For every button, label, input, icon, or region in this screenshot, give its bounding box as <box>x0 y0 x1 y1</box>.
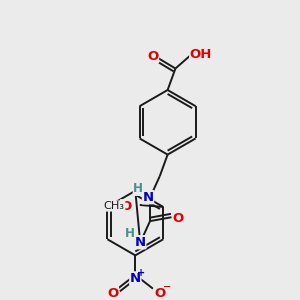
Text: O: O <box>121 200 132 213</box>
Text: +: + <box>137 268 145 278</box>
Text: H: H <box>133 182 143 195</box>
Text: N: N <box>135 236 146 249</box>
Text: O: O <box>154 286 165 300</box>
Text: O: O <box>121 200 132 213</box>
Text: N: N <box>130 272 141 285</box>
Text: CH₃: CH₃ <box>104 201 125 211</box>
Text: O: O <box>173 212 184 225</box>
Text: O: O <box>107 286 118 300</box>
Text: N: N <box>142 191 154 204</box>
Text: H: H <box>124 227 134 240</box>
Text: −: − <box>163 282 171 292</box>
Text: O: O <box>147 50 159 63</box>
Text: OH: OH <box>190 48 212 61</box>
